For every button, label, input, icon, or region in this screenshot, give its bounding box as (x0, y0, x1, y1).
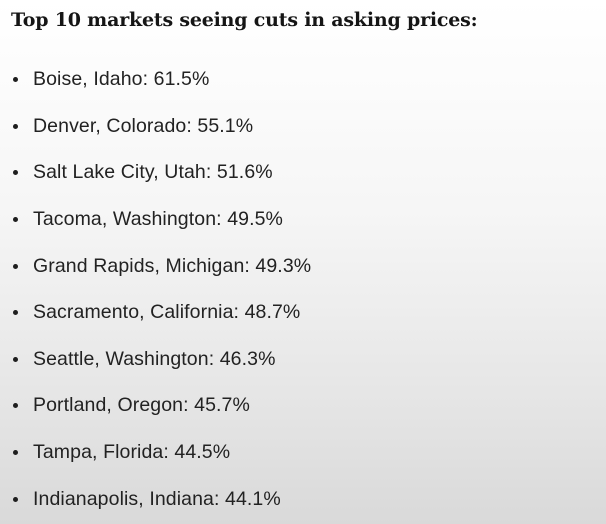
list-item-text: Tacoma, Washington: 49.5% (33, 208, 283, 231)
bullet-icon (13, 310, 18, 316)
list-item-text: Boise, Idaho: 61.5% (33, 68, 210, 91)
bullet-icon (13, 403, 18, 409)
markets-list: Boise, Idaho: 61.5% Denver, Colorado: 55… (0, 56, 606, 522)
bullet-icon (13, 170, 18, 176)
list-item: Boise, Idaho: 61.5% (0, 56, 606, 103)
list-item-text: Seattle, Washington: 46.3% (33, 347, 276, 370)
list-item: Tampa, Florida: 44.5% (0, 429, 606, 476)
bullet-icon (13, 356, 18, 362)
list-item: Tacoma, Washington: 49.5% (0, 196, 606, 243)
bullet-icon (13, 123, 18, 129)
list-item: Salt Lake City, Utah: 51.6% (0, 149, 606, 196)
bullet-icon (13, 496, 18, 502)
list-heading: Top 10 markets seeing cuts in asking pri… (11, 9, 478, 31)
list-item: Indianapolis, Indiana: 44.1% (0, 475, 606, 522)
list-item-text: Sacramento, California: 48.7% (33, 301, 301, 324)
list-item-text: Denver, Colorado: 55.1% (33, 114, 254, 137)
list-item: Sacramento, California: 48.7% (0, 289, 606, 336)
list-item-text: Portland, Oregon: 45.7% (33, 394, 250, 417)
list-item-text: Grand Rapids, Michigan: 49.3% (33, 254, 312, 277)
bullet-icon (13, 217, 18, 223)
list-item-text: Salt Lake City, Utah: 51.6% (33, 161, 273, 184)
bullet-icon (13, 263, 18, 269)
list-item: Grand Rapids, Michigan: 49.3% (0, 242, 606, 289)
list-item: Portland, Oregon: 45.7% (0, 382, 606, 429)
list-item-text: Tampa, Florida: 44.5% (33, 441, 231, 464)
list-item: Seattle, Washington: 46.3% (0, 336, 606, 383)
list-item: Denver, Colorado: 55.1% (0, 103, 606, 150)
list-item-text: Indianapolis, Indiana: 44.1% (33, 487, 281, 510)
bullet-icon (13, 450, 18, 456)
bullet-icon (13, 77, 18, 83)
